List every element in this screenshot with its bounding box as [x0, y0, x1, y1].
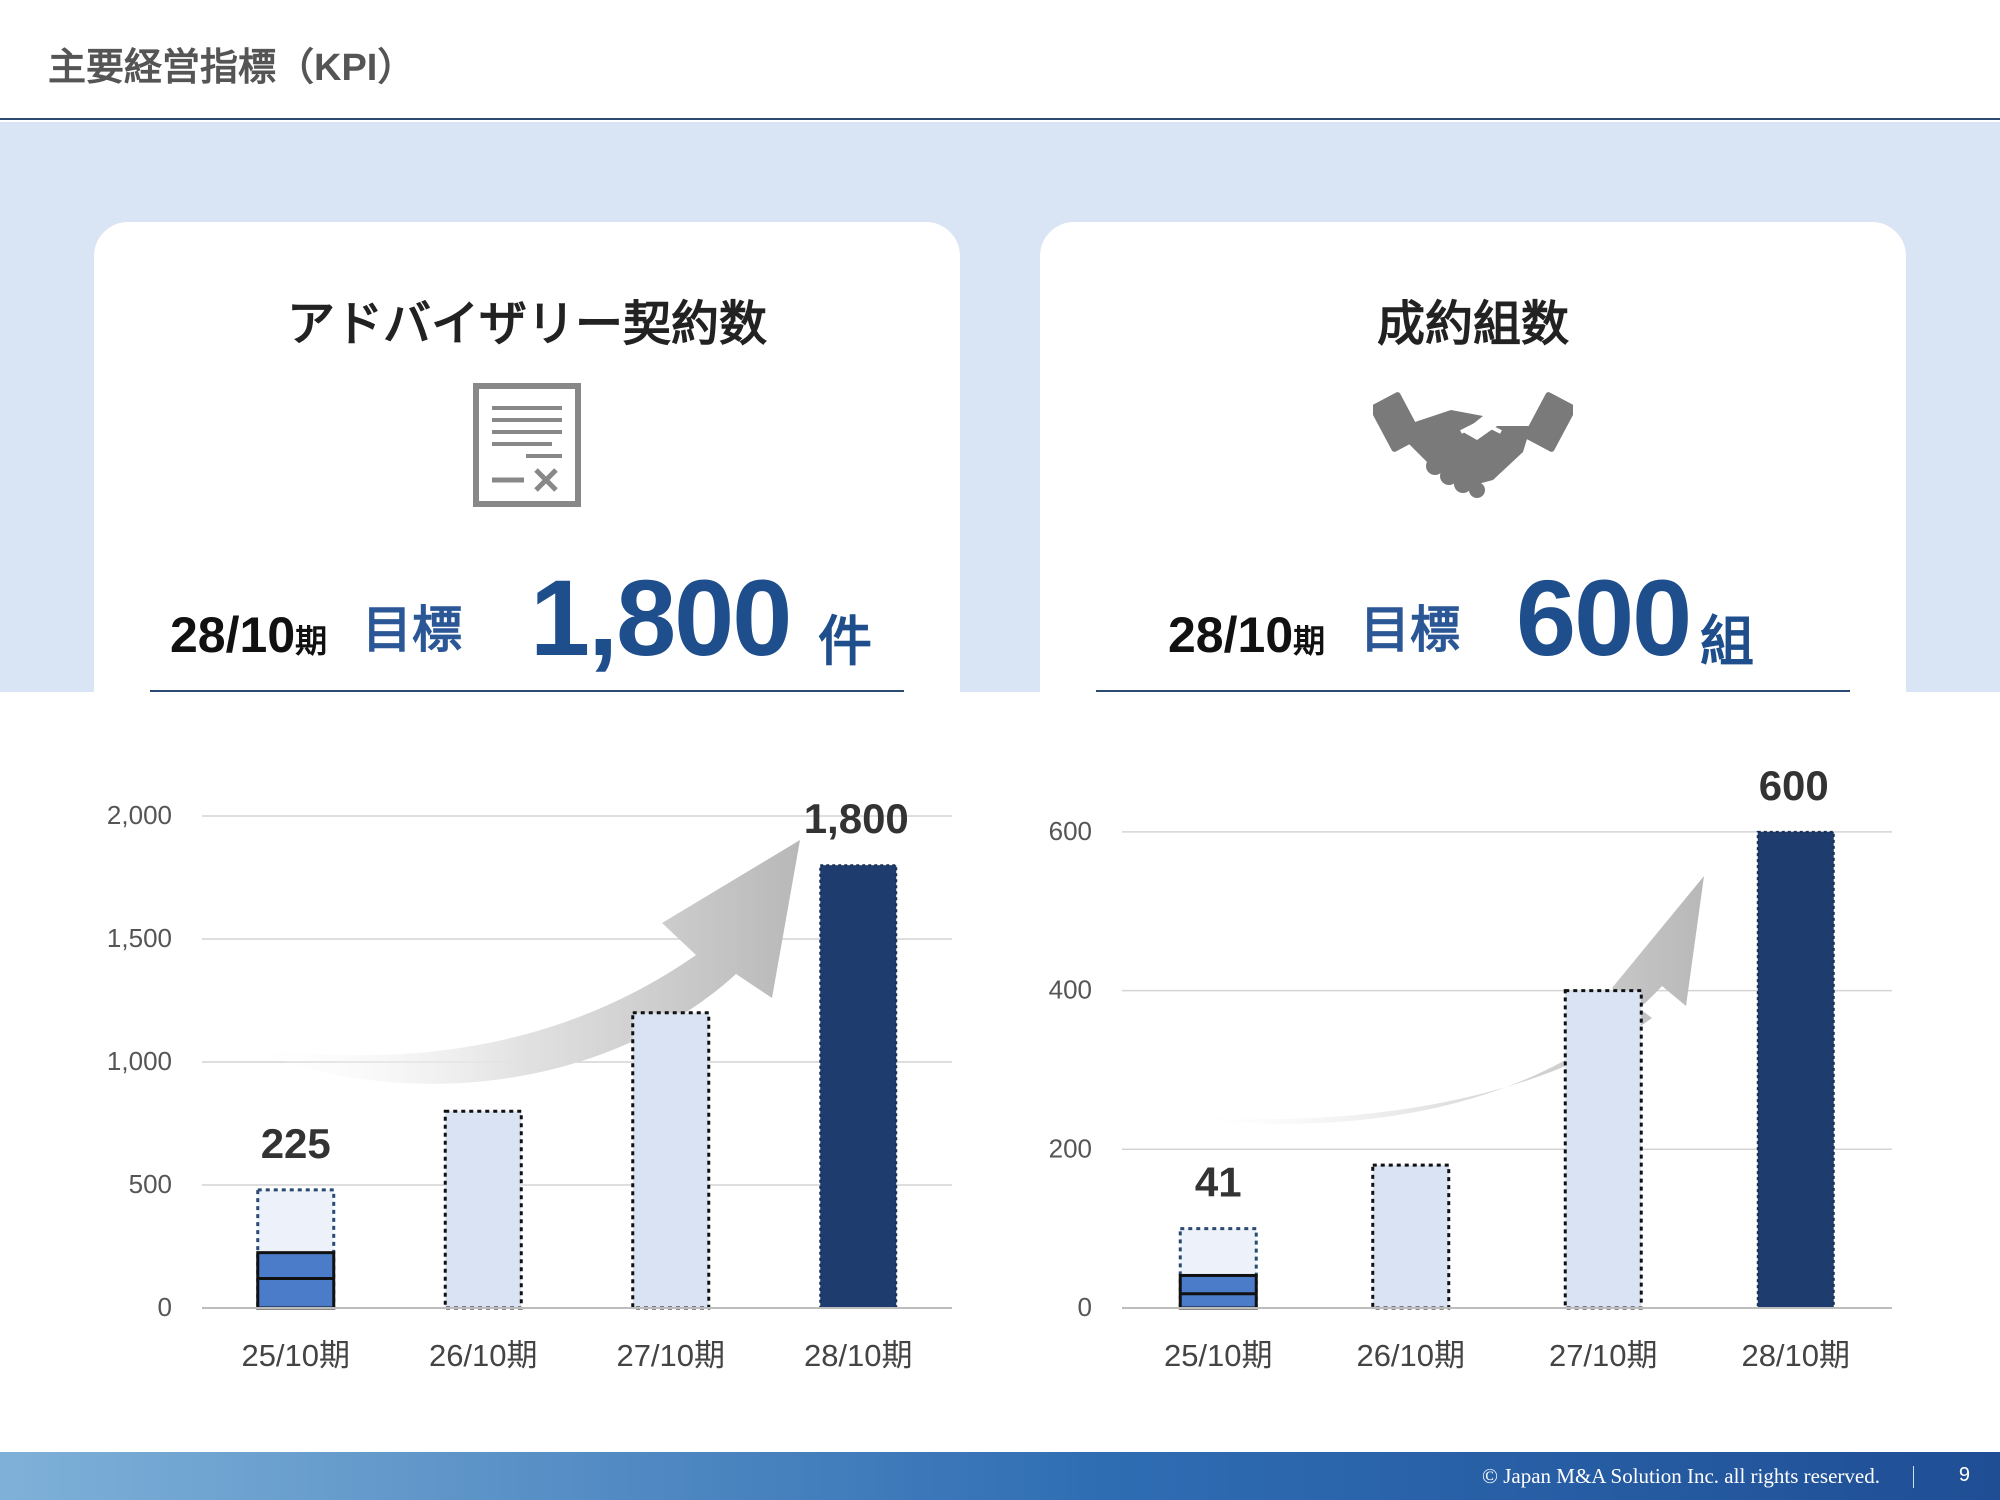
target-row: 28/10期 目標 600 組 — [1096, 552, 1850, 692]
target-period: 28/10期 — [1168, 607, 1326, 663]
bar-target — [1756, 830, 1835, 1309]
footer-bar: © Japan M&A Solution Inc. all rights res… — [0, 1452, 2000, 1500]
kpi-card-closed-deals: 成約組数 28/10期 目標 600 組 — [1040, 222, 1906, 692]
bar-target — [819, 864, 898, 1309]
bar-actual — [1178, 1273, 1258, 1310]
closed-deals-bar-chart: 0 200 400 600 41 25/10期 26/10期 27/10期 600 28/10期 — [1049, 762, 1892, 1373]
target-unit: 件 — [818, 612, 872, 672]
y-tick-label: 600 — [1049, 816, 1092, 846]
x-category-label: 27/10期 — [616, 1338, 725, 1373]
x-category-label: 28/10期 — [804, 1338, 913, 1373]
target-value: 600 — [1516, 557, 1692, 678]
page-header: 主要経営指標（KPI） — [0, 0, 2000, 120]
y-tick-label: 2,000 — [107, 800, 172, 830]
bar-actual — [256, 1251, 336, 1310]
x-category-label: 28/10期 — [1741, 1338, 1850, 1373]
y-tick-label: 1,000 — [107, 1046, 172, 1076]
data-label: 225 — [261, 1120, 331, 1167]
x-category-label: 27/10期 — [1549, 1338, 1658, 1373]
page-title: 主要経営指標（KPI） — [48, 47, 416, 89]
card-title: アドバイザリー契約数 — [286, 298, 767, 351]
x-category-label: 26/10期 — [1356, 1338, 1465, 1373]
bar-plan — [1563, 989, 1643, 1310]
growth-arrow-icon — [240, 840, 800, 1084]
bar-plan — [443, 1109, 523, 1310]
y-tick-label: 0 — [1078, 1292, 1092, 1322]
y-tick-label: 500 — [129, 1169, 172, 1199]
target-period: 28/10期 — [170, 607, 328, 663]
advisory-contracts-bar-chart: 0 500 1,000 1,500 2,000 225 25/10期 26/10期 27/10期… — [107, 795, 952, 1373]
x-category-label: 26/10期 — [429, 1338, 538, 1373]
y-tick-label: 400 — [1049, 975, 1092, 1005]
target-value: 1,800 — [530, 557, 792, 678]
page-number: 9 — [1958, 1464, 1970, 1486]
target-unit: 組 — [1700, 612, 1754, 672]
x-category-label: 25/10期 — [241, 1338, 350, 1373]
data-label: 600 — [1759, 762, 1829, 809]
footer-divider — [1913, 1466, 1914, 1488]
target-row: 28/10期 目標 1,800 件 — [150, 552, 904, 692]
contract-document-icon — [473, 383, 581, 507]
kpi-card-advisory-contracts: アドバイザリー契約数 28/10期 目標 1,800 件 — [94, 222, 960, 692]
y-tick-label: 0 — [158, 1292, 172, 1322]
handshake-icon — [1369, 392, 1577, 498]
target-label: 目標 — [1360, 602, 1460, 658]
data-label: 1,800 — [804, 795, 909, 842]
copyright-text: © Japan M&A Solution Inc. all rights res… — [1482, 1464, 1880, 1488]
y-tick-label: 1,500 — [107, 923, 172, 953]
bar-plan — [1371, 1163, 1451, 1310]
bar-plan — [631, 1011, 711, 1310]
x-category-label: 25/10期 — [1164, 1338, 1273, 1373]
data-label: 41 — [1195, 1159, 1242, 1206]
y-tick-label: 200 — [1049, 1133, 1092, 1163]
card-title: 成約組数 — [1376, 298, 1569, 351]
target-label: 目標 — [362, 602, 462, 658]
